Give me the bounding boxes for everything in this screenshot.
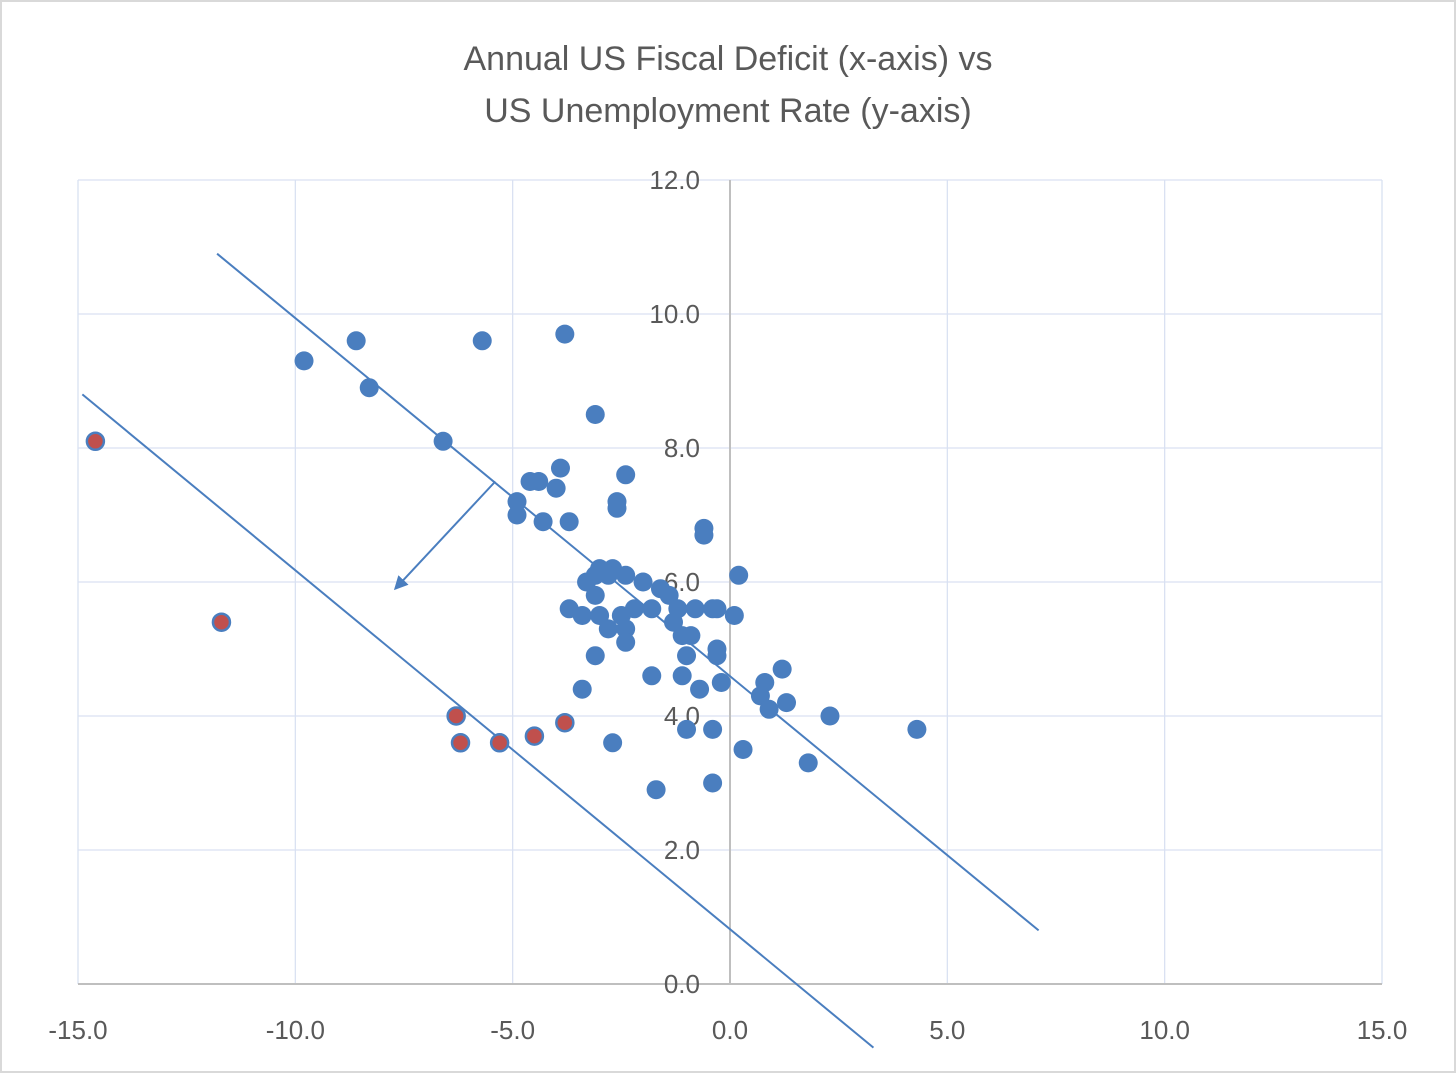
lower-trend-line — [81, 393, 875, 1049]
x-tick-label: -10.0 — [266, 1015, 325, 1045]
data-point — [585, 646, 605, 666]
data-point — [359, 378, 379, 398]
highlighted-data-point — [489, 733, 510, 753]
data-point — [750, 686, 770, 706]
y-tick-label: 8.0 — [664, 433, 700, 463]
data-point — [559, 512, 579, 532]
data-point — [703, 719, 723, 739]
highlighted-data-point — [446, 706, 466, 726]
tick-labels: -15.0 -10.0 -5.0 0.0 5.0 10.0 15.00.02.04.06.0… — [48, 165, 1407, 1045]
axes — [78, 180, 1382, 985]
data-point — [507, 505, 527, 525]
data-point — [294, 351, 314, 371]
data-point — [733, 740, 753, 759]
highlighted-data-point — [555, 712, 575, 733]
data-point — [607, 498, 627, 518]
data-points — [85, 324, 927, 800]
data-point — [616, 565, 636, 585]
highlighted-data-point — [450, 733, 471, 753]
x-tick-label: -5.0 — [490, 1015, 535, 1045]
trend-lines — [81, 252, 1040, 1049]
data-point — [729, 565, 749, 585]
data-point — [681, 626, 701, 646]
data-point — [433, 431, 453, 451]
data-point — [472, 331, 492, 351]
data-point — [759, 699, 779, 719]
data-point — [646, 780, 666, 800]
y-tick-label: 12.0 — [649, 165, 700, 195]
data-point — [907, 719, 927, 739]
x-tick-label: 15.0 — [1357, 1015, 1408, 1045]
data-point — [598, 565, 618, 585]
chart-title-line-1: Annual US Fiscal Deficit (x-axis) vs — [463, 40, 992, 78]
data-point — [346, 331, 366, 351]
data-point — [585, 405, 605, 424]
data-point — [603, 733, 623, 753]
data-point — [546, 478, 566, 498]
data-point — [555, 324, 575, 344]
y-tick-label: 2.0 — [664, 835, 700, 865]
data-point — [533, 512, 553, 532]
data-point — [642, 666, 662, 686]
highlighted-data-point — [524, 726, 545, 746]
data-point — [577, 572, 597, 592]
data-point — [685, 599, 705, 619]
data-point — [590, 606, 610, 625]
y-tick-label: 0.0 — [664, 969, 700, 999]
data-point — [572, 606, 592, 625]
data-point — [677, 646, 697, 666]
data-point — [820, 706, 840, 726]
data-point — [663, 612, 683, 632]
data-point — [672, 666, 692, 686]
data-point — [707, 599, 727, 619]
highlighted-data-point — [211, 612, 232, 632]
data-point — [642, 599, 662, 619]
data-point — [616, 619, 636, 639]
highlighted-data-point — [85, 431, 106, 452]
data-point — [659, 585, 679, 605]
x-tick-label: 10.0 — [1139, 1015, 1190, 1045]
data-point — [585, 585, 605, 605]
data-point — [724, 606, 744, 625]
y-tick-label: 10.0 — [649, 299, 700, 329]
upper-trend-line — [216, 252, 1040, 932]
data-point — [598, 619, 618, 639]
data-point — [703, 773, 723, 793]
data-point — [707, 646, 727, 666]
data-point — [529, 472, 549, 491]
data-point — [798, 753, 818, 773]
data-point — [690, 679, 710, 699]
data-point — [711, 673, 731, 692]
x-tick-label: 0.0 — [712, 1015, 748, 1045]
data-point — [616, 465, 636, 485]
chart-title-line-2: US Unemployment Rate (y-axis) — [484, 92, 971, 130]
data-point — [694, 525, 714, 545]
data-point — [777, 693, 797, 713]
data-point — [677, 719, 697, 739]
data-point — [633, 572, 653, 592]
data-point — [550, 458, 570, 478]
x-tick-label: 5.0 — [929, 1015, 965, 1045]
data-point — [616, 632, 636, 652]
annotation-arrow — [393, 480, 497, 591]
data-point — [772, 659, 792, 679]
data-point — [572, 679, 592, 699]
x-tick-label: -15.0 — [48, 1015, 107, 1045]
data-point — [507, 492, 527, 512]
